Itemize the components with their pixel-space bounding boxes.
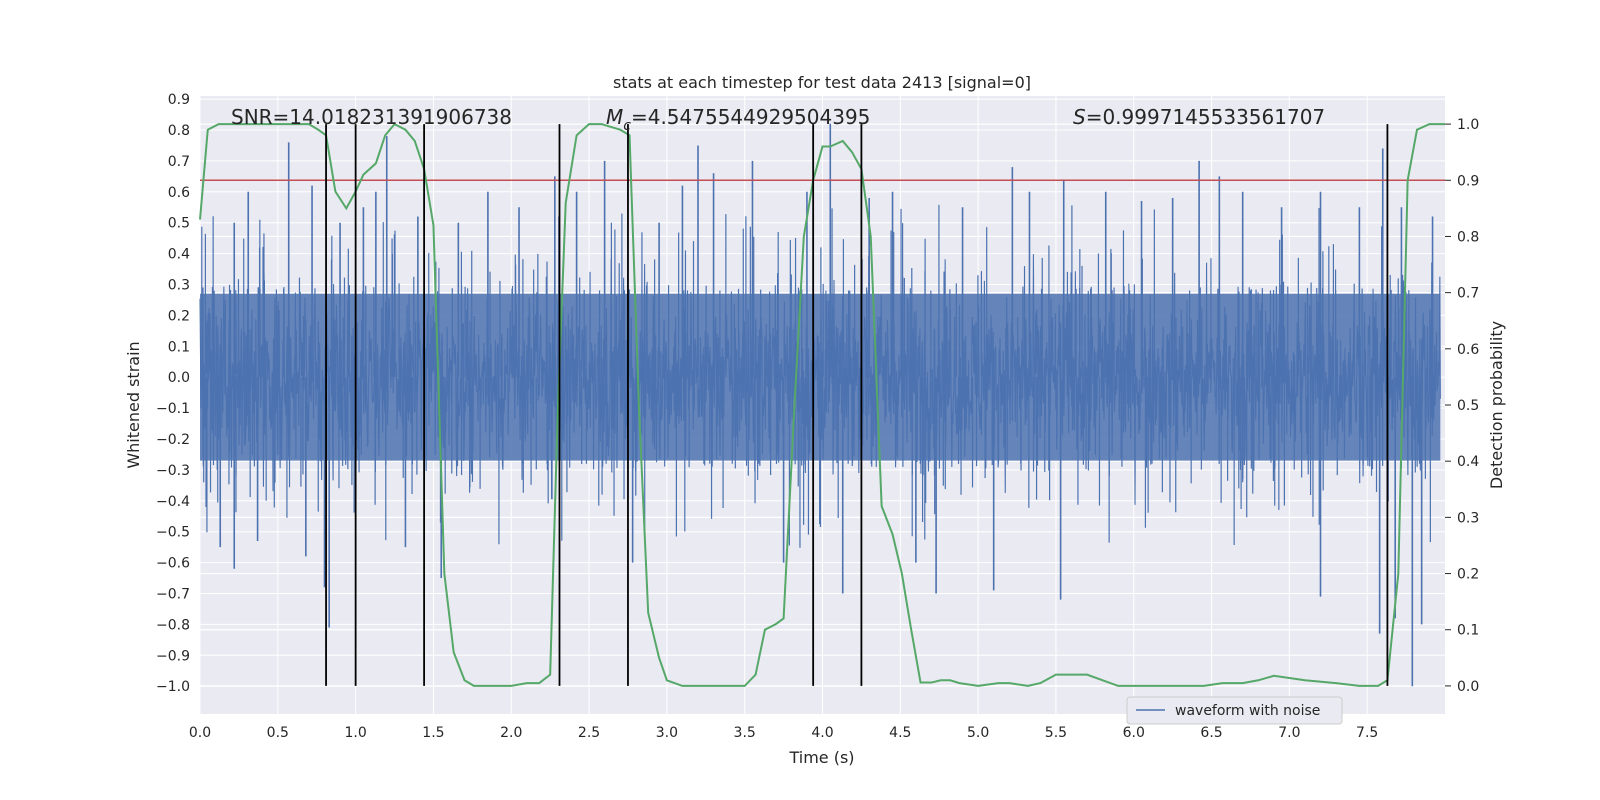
y-tick-label: 0.7: [168, 154, 190, 170]
y-tick-label: 0.1: [168, 339, 190, 355]
y-tick-label: 0.0: [168, 370, 190, 386]
y-tick-label: −0.1: [156, 401, 190, 417]
y2-tick-label: 0.9: [1457, 173, 1479, 189]
y-tick-label: −0.7: [156, 586, 190, 602]
vertical-markers: [325, 124, 1389, 686]
y-tick-label: −0.2: [156, 432, 190, 448]
s-symbol: S: [1073, 105, 1086, 129]
y2-tick-label: 0.6: [1457, 342, 1479, 358]
x-tick-label: 7.5: [1356, 725, 1378, 741]
mc-subscript: c: [623, 118, 631, 134]
y-tick-label: −1.0: [156, 679, 190, 695]
y-tick-label: 0.8: [168, 123, 190, 139]
y2-tick-label: 0.2: [1457, 567, 1479, 583]
x-tick-label: 7.0: [1278, 725, 1300, 741]
x-tick-label: 1.5: [422, 725, 444, 741]
x-tick-label: 2.5: [578, 725, 600, 741]
x-tick-label: 6.0: [1123, 725, 1145, 741]
x-tick-label: 2.0: [500, 725, 522, 741]
y-tick-label: −0.9: [156, 648, 190, 664]
y-ticks: 0.9 0.8 0.7 0.6 0.5 0.4 0.3 0.2 0.1 0.0 −0.1 −0.2 −0…: [156, 92, 190, 695]
x-tick-label: 3.0: [656, 725, 678, 741]
x-tick-label: 5.0: [967, 725, 989, 741]
x-tick-label: 1.0: [344, 725, 366, 741]
y-tick-label: 0.3: [168, 277, 190, 293]
y2-tick-label: 0.8: [1457, 229, 1479, 245]
x-tick-label: 0.0: [189, 725, 211, 741]
y-tick-label: −0.8: [156, 617, 190, 633]
legend-label: waveform with noise: [1175, 703, 1320, 719]
y2-axis-label: Detection probability: [1487, 321, 1506, 489]
y-tick-label: −0.6: [156, 556, 190, 572]
snr-annotation: SNR=14.018231391906738: [231, 105, 512, 129]
y2-ticks: 1.0 0.9 0.8 0.7 0.6 0.5 0.4 0.3 0.2 0.1 0.0: [1445, 117, 1479, 695]
y2-tick-label: 0.1: [1457, 623, 1479, 639]
mc-symbol: M: [606, 105, 623, 129]
y-tick-label: 0.2: [168, 308, 190, 324]
x-tick-label: 5.5: [1045, 725, 1067, 741]
x-tick-label: 6.5: [1200, 725, 1222, 741]
y-tick-label: −0.5: [156, 525, 190, 541]
x-tick-label: 4.5: [889, 725, 911, 741]
legend: waveform with noise: [1126, 696, 1343, 725]
y-tick-label: −0.3: [156, 463, 190, 479]
y-tick-label: 0.5: [168, 216, 190, 232]
x-tick-label: 0.5: [267, 725, 289, 741]
waveform-series: [199, 123, 1441, 687]
y2-tick-label: 0.3: [1457, 510, 1479, 526]
s-annotation: S=0.9997145533561707: [1073, 105, 1325, 129]
y2-tick-label: 0.5: [1457, 398, 1479, 414]
y2-tick-label: 0.7: [1457, 286, 1479, 302]
y2-tick-label: 1.0: [1457, 117, 1479, 133]
y2-tick-label: 0.0: [1457, 679, 1479, 695]
x-tick-label: 4.0: [811, 725, 833, 741]
chirp-mass-annotation: Mc=4.5475544929504395: [606, 105, 870, 134]
y2-tick-label: 0.4: [1457, 454, 1479, 470]
s-value: =0.9997145533561707: [1086, 105, 1325, 129]
y-tick-label: 0.6: [168, 185, 190, 201]
x-axis-label: Time (s): [788, 748, 854, 767]
x-ticks: 0.0 0.5 1.0 1.5 2.0 2.5 3.0 3.5 4.0 4.5 5.0 5.5 6.0 6…: [189, 725, 1378, 741]
y-tick-label: 0.4: [168, 247, 190, 263]
y-axis-label: Whitened strain: [124, 341, 143, 468]
y-tick-label: 0.9: [168, 92, 190, 108]
mc-value: =4.5475544929504395: [631, 105, 870, 129]
legend-box: [1126, 696, 1343, 725]
probability-series: [199, 122, 1445, 687]
y-tick-label: −0.4: [156, 494, 190, 510]
probability-line: [199, 122, 1445, 687]
chart-title: stats at each timestep for test data 241…: [613, 73, 1031, 92]
x-tick-label: 3.5: [734, 725, 756, 741]
